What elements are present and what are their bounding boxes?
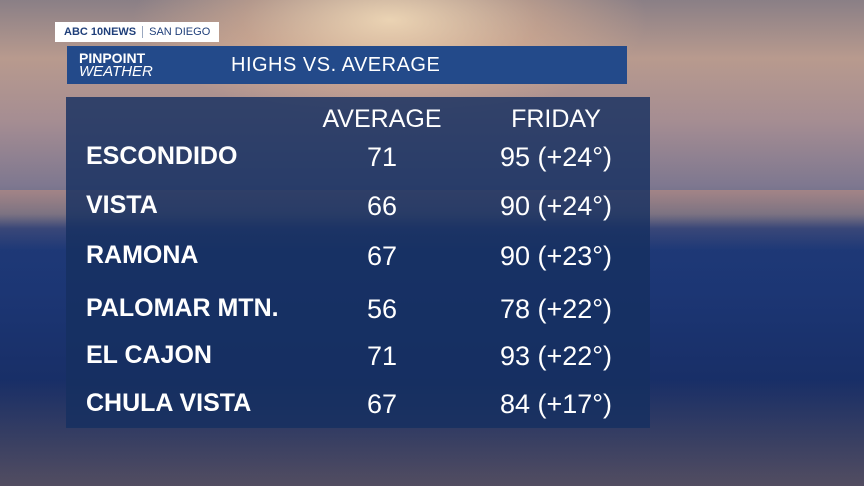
logo-bottom: WEATHER	[79, 63, 153, 80]
header-average: AVERAGE	[322, 105, 442, 133]
cell-friday: 78 (+22°)	[499, 294, 613, 324]
cell-city: VISTA	[86, 191, 158, 219]
page-title: HIGHS VS. AVERAGE	[231, 53, 441, 76]
cell-friday: 90 (+23°)	[499, 241, 613, 271]
cell-average: 66	[366, 191, 398, 221]
divider	[142, 26, 144, 38]
cell-average: 67	[366, 389, 398, 419]
station-name: ABC 10NEWS	[64, 26, 137, 38]
city-name: SAN DIEGO	[149, 26, 211, 38]
cell-city: ESCONDIDO	[86, 142, 238, 170]
cell-average: 71	[366, 341, 398, 371]
cell-friday: 95 (+24°)	[499, 142, 613, 172]
pinpoint-weather-logo: PINPOINT WEATHER	[67, 50, 199, 80]
station-tag: ABC 10NEWS SAN DIEGO	[55, 22, 220, 42]
cell-friday: 90 (+24°)	[499, 191, 613, 221]
highs-table: AVERAGE FRIDAY ESCONDIDO 71 95 (+24°) VISTA…	[66, 97, 650, 428]
cell-average: 56	[366, 294, 398, 324]
cell-friday: 84 (+17°)	[499, 389, 613, 419]
logo-top: PINPOINT	[79, 50, 146, 66]
title-banner: PINPOINT WEATHER HIGHS VS. AVERAGE	[67, 46, 627, 84]
cell-average: 71	[366, 142, 398, 172]
header-friday: FRIDAY	[511, 105, 601, 133]
cell-city: EL CAJON	[86, 341, 212, 369]
cell-city: RAMONA	[86, 241, 199, 269]
cell-city: PALOMAR MTN.	[86, 294, 279, 322]
cell-city: CHULA VISTA	[86, 389, 252, 417]
cell-average: 67	[366, 241, 398, 271]
cell-friday: 93 (+22°)	[499, 341, 613, 371]
